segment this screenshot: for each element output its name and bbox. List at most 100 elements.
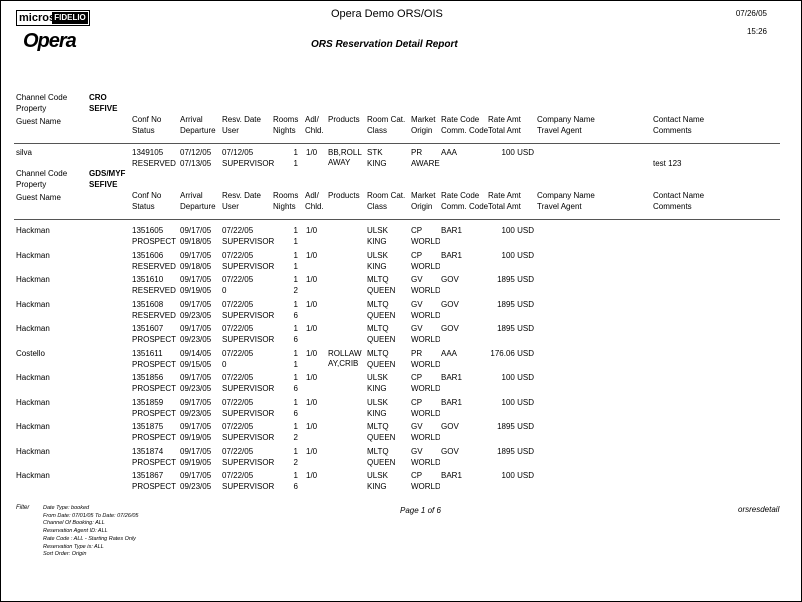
- cell-rate_amt: 176.06 USD: [490, 348, 534, 358]
- cell-rate_code: AAA: [441, 348, 458, 358]
- cell-conf_no: 1351859: [132, 397, 164, 407]
- column-header: Conf No: [132, 191, 162, 200]
- cell-adl_chld: 1/0: [306, 422, 318, 431]
- cell-room_cat: ULSK: [367, 471, 388, 480]
- column-header: Origin: [411, 202, 433, 211]
- cell-origin: WORLD: [411, 335, 440, 344]
- filter-line: From Date: 07/01/05 To Date: 07/26/05: [43, 512, 139, 519]
- cell-rate_amt: 1895 USD: [497, 275, 534, 284]
- cell-user: SUPERVISOR: [222, 384, 275, 393]
- cell-arrival: 09/17/05: [180, 397, 212, 407]
- cell-market: GV: [411, 446, 423, 456]
- column-header: Comm. Code: [441, 126, 489, 135]
- cell-guest: Hackman: [16, 446, 50, 456]
- cell-resv_date: 07/22/05: [222, 348, 254, 358]
- column-header: Company Name: [537, 115, 595, 124]
- cell-nights: 6: [293, 310, 298, 320]
- cell-guest: Hackman: [16, 250, 50, 260]
- cell-resv_date: 07/22/05: [222, 422, 254, 431]
- cell-departure: 09/15/05: [180, 359, 212, 369]
- cell-rate_amt: 100 USD: [501, 226, 534, 235]
- column-header: Market: [411, 191, 436, 200]
- column-header: Origin: [411, 126, 433, 135]
- cell-products: ROLLAWAY,CRIB: [328, 348, 362, 368]
- cell-departure: 09/19/05: [180, 286, 212, 295]
- cell-origin: WORLD: [411, 457, 440, 467]
- cell-guest: Hackman: [16, 397, 50, 407]
- column-header: Conf No: [132, 115, 162, 124]
- cell-adl_chld: 1/0: [306, 275, 318, 284]
- cell-arrival: 09/17/05: [180, 422, 212, 431]
- cell-nights: 6: [293, 408, 298, 418]
- filter-label: Filter: [16, 505, 30, 511]
- cell-status: RESERVED: [132, 261, 176, 271]
- cell-rooms: 1: [293, 471, 298, 480]
- cell-products: BB,ROLL AWAY: [328, 148, 362, 167]
- cell-guest: Hackman: [16, 471, 50, 480]
- filter-line: Date Type: booked: [43, 505, 90, 511]
- column-header: Rate Code: [441, 191, 480, 200]
- column-header: Arrival: [180, 115, 203, 124]
- cell-market: GV: [411, 275, 423, 284]
- cell-room_cat: MLTQ: [367, 446, 389, 456]
- cell-departure: 09/18/05: [180, 237, 212, 246]
- cell-status: PROSPECT: [132, 433, 177, 442]
- cell-conf_no: 1351611: [132, 348, 163, 358]
- cell-nights: 1: [293, 261, 298, 271]
- cell-origin: WORLD: [411, 482, 440, 491]
- column-header: Arrival: [180, 191, 203, 200]
- cell-rate_amt: 1895 USD: [497, 422, 534, 431]
- cell-class: KING: [367, 482, 387, 491]
- cell-adl_chld: 1/0: [306, 397, 318, 407]
- cell-rate_code: GOV: [441, 275, 459, 284]
- cell-nights: 6: [293, 482, 298, 491]
- cell-market: CP: [411, 226, 423, 235]
- report-time: 15:26: [746, 27, 767, 36]
- cell-rate_amt: 100 USD: [501, 148, 534, 157]
- cell-rate_amt: 100 USD: [501, 373, 534, 382]
- cell-origin: AWARE: [411, 159, 440, 168]
- cell-conf_no: 1351867: [132, 471, 164, 480]
- cell-rate_code: GOV: [441, 422, 459, 431]
- cell-guest: Hackman: [16, 226, 50, 235]
- cell-status: RESERVED: [132, 310, 176, 320]
- cell-origin: WORLD: [411, 408, 440, 418]
- cell-resv_date: 07/22/05: [222, 446, 254, 456]
- cell-room_cat: MLTQ: [367, 275, 389, 284]
- cell-arrival: 09/17/05: [180, 250, 212, 260]
- cell-user: SUPERVISOR: [222, 237, 275, 246]
- cell-class: QUEEN: [367, 457, 396, 467]
- cell-market: CP: [411, 471, 423, 480]
- cell-status: PROSPECT: [132, 457, 177, 467]
- cell-rate_code: AAA: [441, 148, 458, 157]
- cell-comments: test 123: [653, 159, 682, 168]
- cell-resv_date: 07/12/05: [222, 148, 254, 157]
- column-header: Departure: [180, 126, 216, 135]
- logo-micros-box: micros FIDELIO: [16, 10, 90, 26]
- cell-user: 0: [222, 359, 227, 369]
- cell-conf_no: 1351856: [132, 373, 164, 382]
- cell-resv_date: 07/22/05: [222, 324, 254, 333]
- column-header: Market: [411, 115, 436, 124]
- cell-rate_code: BAR1: [441, 471, 462, 480]
- cell-room_cat: MLTQ: [367, 348, 389, 358]
- column-header: Comments: [653, 126, 692, 135]
- cell-conf_no: 1351605: [132, 226, 164, 235]
- cell-room_cat: MLTQ: [367, 324, 389, 333]
- cell-rooms: 1: [293, 422, 298, 431]
- cell-conf_no: 1351606: [132, 250, 164, 260]
- cell-resv_date: 07/22/05: [222, 275, 254, 284]
- cell-class: QUEEN: [367, 310, 396, 320]
- cell-adl_chld: 1/0: [306, 348, 318, 358]
- column-header: Rate Amt: [488, 191, 521, 200]
- column-header: Travel Agent: [537, 202, 582, 211]
- separator: [14, 143, 780, 144]
- cell-class: KING: [367, 237, 387, 246]
- column-header: Products: [328, 191, 360, 200]
- cell-origin: WORLD: [411, 384, 440, 393]
- cell-guest: silva: [16, 148, 33, 157]
- cell-origin: WORLD: [411, 433, 440, 442]
- property: SEFIVE: [89, 180, 118, 189]
- column-header: Adl/: [305, 191, 319, 200]
- cell-market: PR: [411, 148, 423, 157]
